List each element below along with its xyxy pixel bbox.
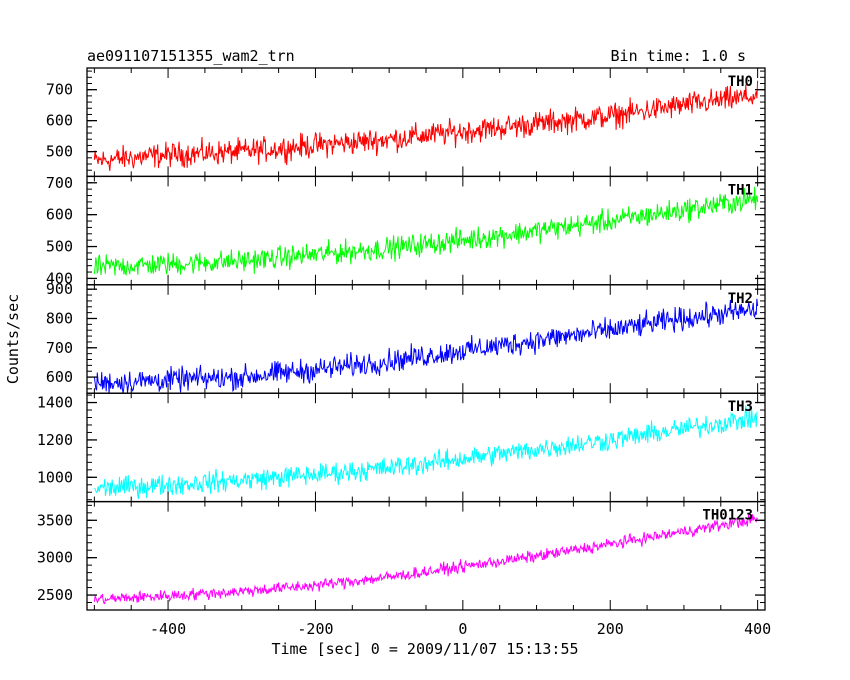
- panel-frame: [86, 175, 766, 286]
- y-tick-label: 1400: [37, 394, 73, 412]
- y-tick-label: 700: [46, 339, 73, 357]
- panel-frame: [86, 500, 766, 611]
- y-axis-label: Counts/sec: [4, 294, 22, 384]
- panel-label: TH0123: [702, 508, 753, 524]
- y-tick-label: 400: [46, 269, 73, 287]
- x-tick-label: 0: [458, 620, 467, 638]
- panel-label: TH0: [728, 74, 753, 90]
- series-line-th2: [93, 298, 759, 394]
- y-tick-label: 700: [46, 174, 73, 192]
- chart-title: ae091107151355_wam2_trn: [87, 47, 295, 65]
- y-tick-label: 600: [46, 112, 73, 130]
- x-tick-label: 200: [597, 620, 624, 638]
- panel-label: TH2: [728, 291, 753, 307]
- y-tick-label: 900: [46, 280, 73, 298]
- x-tick-label: 400: [744, 620, 771, 638]
- y-tick-label: 500: [46, 143, 73, 161]
- y-tick-label: 3500: [37, 511, 73, 529]
- panel-th1: 400 500 600 700 TH1: [46, 174, 766, 287]
- y-tick-label: 1000: [37, 468, 73, 486]
- panel-label: TH3: [728, 399, 753, 415]
- panel-label: TH1: [728, 182, 753, 198]
- bin-time-label: Bin time: 1.0 s: [611, 47, 746, 65]
- x-tick-label: -200: [297, 620, 333, 638]
- x-tick-label: -400: [150, 620, 186, 638]
- y-tick-label: 600: [46, 368, 73, 386]
- series-line-th3: [94, 404, 758, 499]
- y-tick-label: 1200: [37, 431, 73, 449]
- y-tick-label: 700: [46, 81, 73, 99]
- panel-th0: 500 600 700 TH0: [46, 67, 766, 178]
- panel-th2: 600 700 800 900 TH2: [46, 280, 766, 394]
- panel-th3: 1000 1200 1400 TH3: [37, 392, 766, 503]
- y-tick-label: 800: [46, 309, 73, 327]
- panels-group: 500 600 700 TH0 400 500 600 700 TH1 600 700 800 900 T…: [37, 67, 771, 638]
- x-axis-label: Time [sec] 0 = 2009/11/07 15:13:55: [271, 640, 578, 658]
- y-tick-label: 600: [46, 206, 73, 224]
- panel-th0123: 2500 3000 3500 TH0123: [37, 500, 766, 611]
- y-tick-label: 2500: [37, 586, 73, 604]
- y-tick-label: 500: [46, 238, 73, 256]
- series-line-th0123: [93, 514, 758, 605]
- y-tick-label: 3000: [37, 549, 73, 567]
- series-line-th0: [93, 80, 759, 171]
- series-line-th1: [93, 186, 759, 277]
